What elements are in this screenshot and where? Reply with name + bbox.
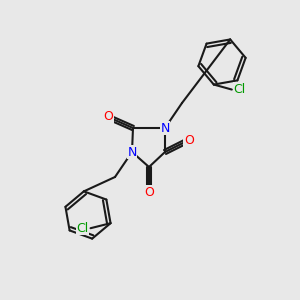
Text: O: O [103, 110, 113, 124]
Text: Cl: Cl [76, 222, 89, 235]
Text: N: N [160, 122, 170, 134]
Text: Cl: Cl [234, 83, 246, 96]
Text: O: O [144, 185, 154, 199]
Text: N: N [127, 146, 137, 158]
Text: O: O [184, 134, 194, 146]
